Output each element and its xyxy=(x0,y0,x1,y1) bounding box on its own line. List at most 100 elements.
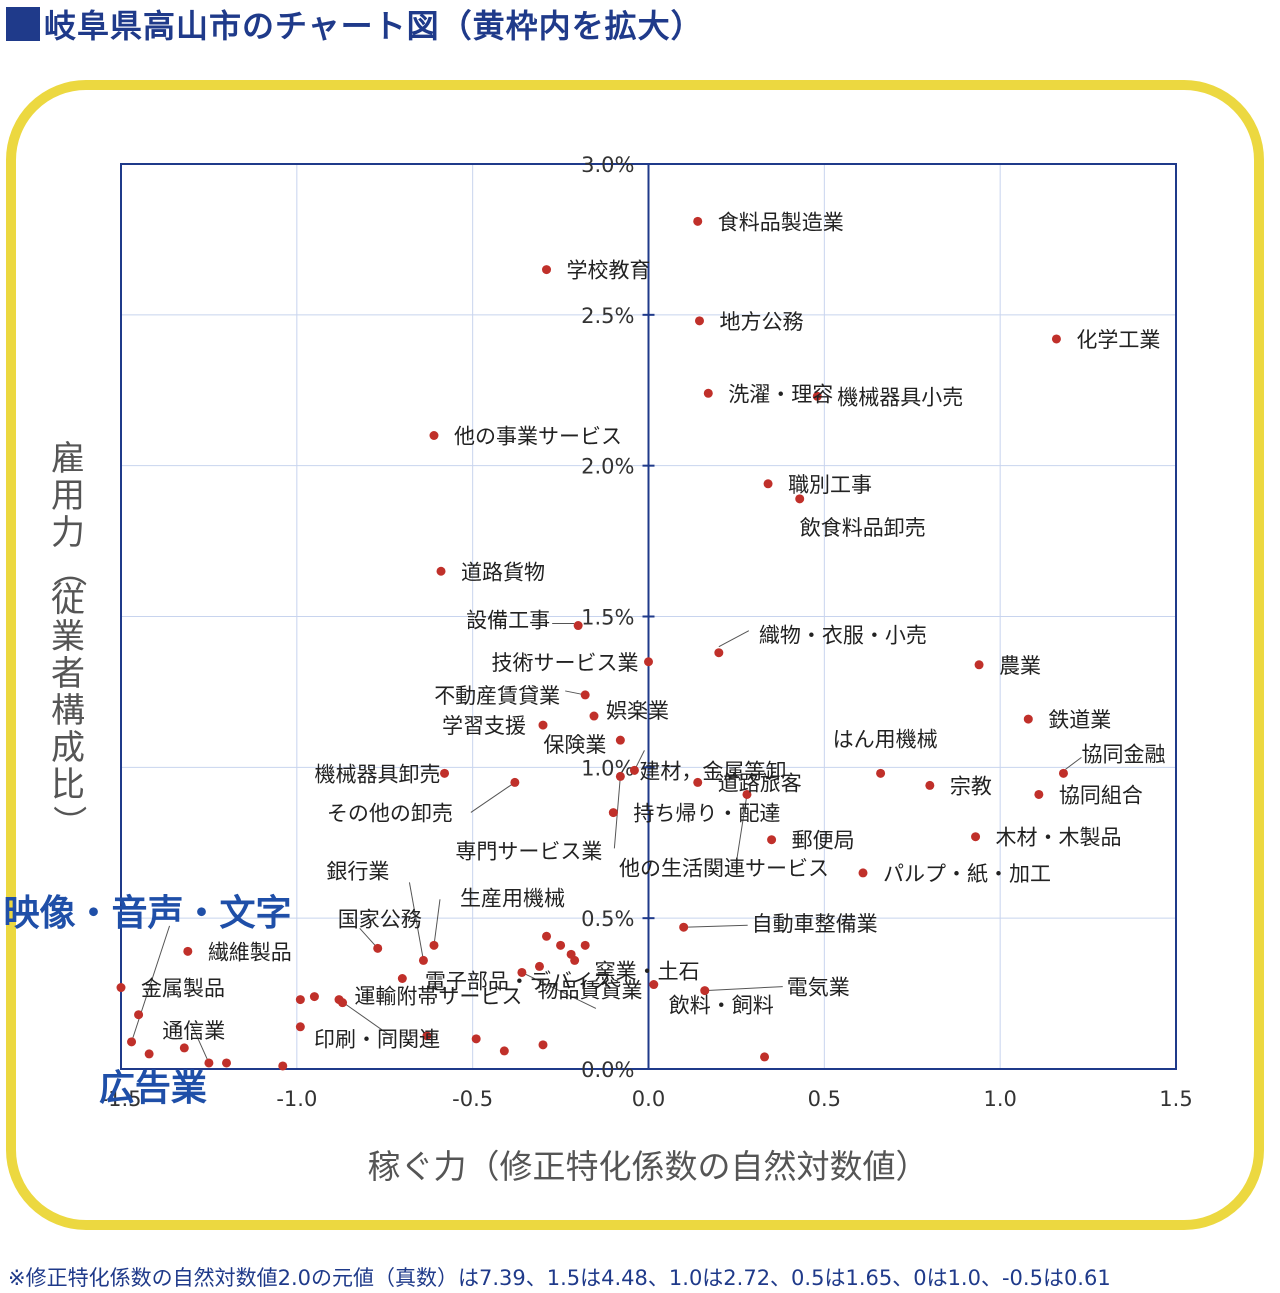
unlabeled-point-16 xyxy=(760,1052,770,1062)
unlabeled-point-3 xyxy=(278,1061,288,1071)
y-axis-label-char: 比 xyxy=(51,765,85,805)
y-axis-label-char: 成 xyxy=(51,728,85,768)
point-label-29: 他の生活関連サービス xyxy=(619,856,829,880)
y-axis-label-char: 者 xyxy=(51,654,85,694)
leader-line-4 xyxy=(1065,756,1082,770)
data-point-33 xyxy=(418,955,428,965)
y-tick-label-6: 3.0% xyxy=(581,153,634,177)
point-label-26: 持ち帰り・配達 xyxy=(633,802,780,826)
data-point-7 xyxy=(763,479,773,489)
data-point-9 xyxy=(436,566,446,576)
data-point-5 xyxy=(812,391,822,401)
leader-line-9 xyxy=(433,899,441,946)
point-label-0: 食料品製造業 xyxy=(718,210,844,234)
point-label-7: 職別工事 xyxy=(788,473,872,497)
leader-line-5 xyxy=(470,782,516,813)
unlabeled-point-13 xyxy=(556,940,566,950)
x-axis-label: 稼ぐ力（修正特化係数の自然対数値） xyxy=(368,1147,929,1186)
data-point-40 xyxy=(309,992,319,1002)
leader-line-14 xyxy=(338,999,394,1039)
point-label-14: 不動産賃貸業 xyxy=(434,684,560,708)
point-label-17: 鉄道業 xyxy=(1048,708,1111,732)
point-label-42: 電気業 xyxy=(787,976,850,1000)
leader-line-1 xyxy=(718,630,750,648)
unlabeled-point-10 xyxy=(499,1046,509,1056)
point-label-40: 運輸附帯サービス xyxy=(354,985,522,1009)
data-point-20 xyxy=(876,768,886,778)
point-label-33: 銀行業 xyxy=(326,859,389,883)
data-point-44 xyxy=(534,961,544,971)
y-axis-label-char: ） xyxy=(48,805,88,839)
leader-line-16 xyxy=(190,1022,210,1064)
data-point-10 xyxy=(573,621,583,631)
data-point-35 xyxy=(373,943,383,953)
leader-line-11 xyxy=(683,924,748,928)
point-label-45: 通信業 xyxy=(162,1019,225,1043)
point-label-44: 物品賃貸業 xyxy=(537,978,642,1002)
data-point-13 xyxy=(974,660,984,670)
point-label-30: 郵便局 xyxy=(792,829,855,853)
unlabeled-point-6 xyxy=(338,998,348,1008)
point-label-36: 繊維製品 xyxy=(208,940,292,964)
data-point-26 xyxy=(608,808,618,818)
point-label-39: 電子部品・デバイス xyxy=(425,969,613,993)
point-label-18: 保険業 xyxy=(543,733,606,757)
footnote: ※修正特化係数の自然対数値2.0の元値（真数）は7.39、1.5は4.48、1.… xyxy=(8,1266,1111,1290)
highlight-frame xyxy=(6,80,1264,1230)
data-point-27 xyxy=(1034,789,1044,799)
unlabeled-point-1 xyxy=(144,1049,154,1059)
point-label-24: 道路旅客 xyxy=(718,771,802,795)
y-axis-label-char: 従 xyxy=(51,580,85,620)
data-point-4 xyxy=(703,388,713,398)
point-label-28: 専門サービス業 xyxy=(455,839,602,863)
point-label-41: 金属製品 xyxy=(141,977,225,1001)
point-label-10: 設備工事 xyxy=(466,609,550,633)
point-label-27: 協同組合 xyxy=(1059,783,1143,807)
unlabeled-point-2 xyxy=(222,1058,231,1068)
point-label-9: 道路貨物 xyxy=(461,560,545,584)
data-point-6 xyxy=(429,431,439,440)
chart-title: 岐阜県高山市のチャート図（黄枠内を拡大） xyxy=(44,7,704,45)
y-axis-label-char: 業 xyxy=(51,617,85,657)
data-point-21 xyxy=(1058,768,1068,778)
unlabeled-point-4 xyxy=(295,995,305,1005)
point-label-6: 他の事業サービス xyxy=(454,425,622,449)
data-point-34 xyxy=(429,940,439,950)
leader-line-7 xyxy=(736,794,748,859)
data-point-12 xyxy=(714,648,724,658)
data-point-17 xyxy=(1023,714,1033,724)
y-tick-label-5: 2.5% xyxy=(581,304,634,328)
y-tick-label-1: 0.5% xyxy=(581,907,634,931)
data-point-32 xyxy=(858,868,868,878)
data-point-36 xyxy=(183,946,193,956)
y-axis-label-char: 雇 xyxy=(51,439,85,479)
x-tick-label-5: 1.0 xyxy=(983,1087,1016,1111)
data-point-0 xyxy=(693,216,703,226)
leader-line-12 xyxy=(521,972,597,1009)
unlabeled-point-11 xyxy=(538,1040,548,1050)
point-label-23: その他の卸売 xyxy=(327,801,453,825)
x-tick-label-3: 0.0 xyxy=(632,1087,665,1111)
data-point-29 xyxy=(742,789,752,799)
title-bar: 岐阜県高山市のチャート図（黄枠内を拡大） xyxy=(6,4,704,45)
zero-axes xyxy=(642,163,655,1070)
data-point-3 xyxy=(1051,334,1061,344)
data-point-47 xyxy=(127,1037,137,1047)
data-point-22 xyxy=(440,768,450,778)
data-point-42 xyxy=(700,986,710,996)
data-point-14 xyxy=(580,690,590,700)
point-label-11: 技術サービス業 xyxy=(492,651,639,675)
data-point-15 xyxy=(589,711,599,721)
point-label-19: 建材，金属等卸 xyxy=(639,759,786,783)
x-tick-label-1: -1.0 xyxy=(276,1087,317,1111)
title-square-icon xyxy=(6,7,40,41)
data-point-24 xyxy=(693,777,703,787)
highlight-label-47: 映像・音声・文字 xyxy=(4,893,292,934)
data-point-18 xyxy=(615,735,625,745)
y-axis-label-char: 構 xyxy=(51,691,85,731)
x-tick-labels: -1.5 -1.0 -0.5 0.0 0.5 1.0 1.5 xyxy=(101,1087,1193,1111)
x-tick-label-0: -1.5 xyxy=(101,1087,142,1111)
data-point-39 xyxy=(517,967,527,977)
data-point-30 xyxy=(767,835,777,845)
